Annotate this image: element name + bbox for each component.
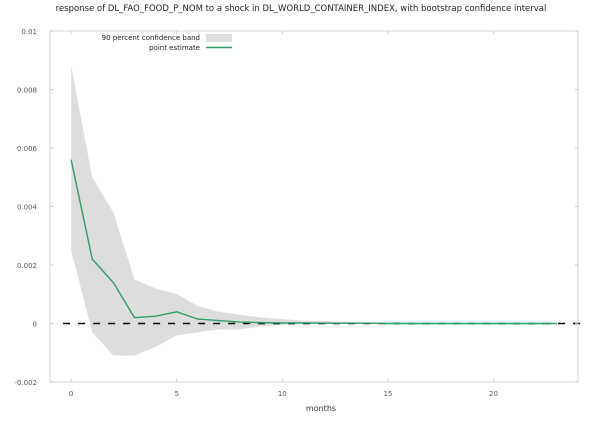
x-axis-label: months xyxy=(305,404,337,413)
x-tick-label: 10 xyxy=(278,390,287,398)
x-tick-label: 0 xyxy=(69,390,73,398)
y-tick-label: 0.01 xyxy=(21,28,37,36)
y-tick-label: 0.008 xyxy=(17,87,37,95)
legend-swatch-band xyxy=(206,34,232,42)
chart-title: response of DL_FAO_FOOD_P_NOM to a shock… xyxy=(55,4,547,14)
x-tick-label: 20 xyxy=(489,390,498,398)
y-tick-label: 0.006 xyxy=(17,145,38,153)
x-tick-label: 15 xyxy=(383,390,392,398)
axes: -0.002 0 0.002 0.004 0.006 0.008 0.01 0 5 10 15 20 xyxy=(14,28,579,398)
legend-label-point: point estimate xyxy=(149,44,200,52)
legend: 90 percent confidence band point estimate xyxy=(102,34,232,52)
y-tick-label: 0.004 xyxy=(17,204,38,212)
legend-label-band: 90 percent confidence band xyxy=(102,34,200,42)
point-estimate-layer xyxy=(70,159,557,325)
y-tick-label: 0 xyxy=(33,321,37,329)
confidence-band-area xyxy=(71,66,557,356)
confidence-band-layer xyxy=(71,66,557,356)
y-tick-label: -0.002 xyxy=(14,379,37,387)
y-tick-label: 0.002 xyxy=(17,262,37,270)
x-tick-label: 5 xyxy=(174,390,178,398)
point-estimate-line xyxy=(70,159,557,325)
